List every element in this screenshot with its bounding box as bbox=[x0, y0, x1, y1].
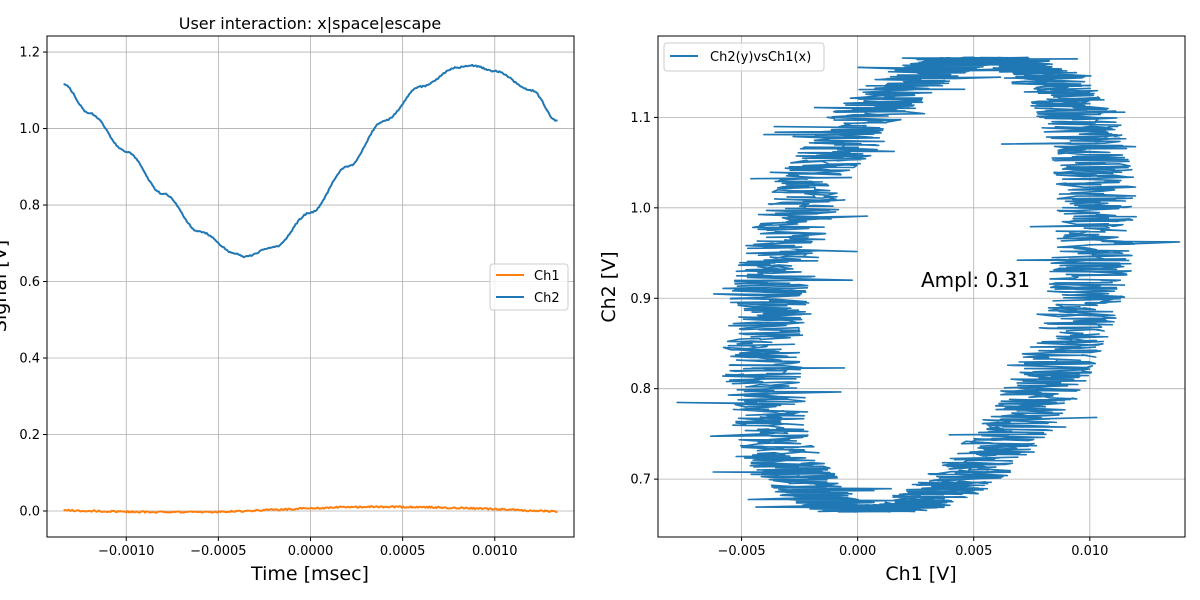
x-tick-label: 0.005 bbox=[955, 544, 992, 559]
x-tick-label: 0.000 bbox=[839, 544, 876, 559]
x-tick-label: −0.005 bbox=[718, 544, 766, 559]
legend-lissajous-label: Ch2(y)vsCh1(x) bbox=[710, 50, 811, 65]
y-tick-label: 0.8 bbox=[630, 382, 651, 397]
x-tick-label: 0.010 bbox=[1071, 544, 1108, 559]
x-tick-label: 0.0005 bbox=[380, 544, 426, 559]
x-tick-label: −0.0010 bbox=[98, 544, 154, 559]
x-tick-label: 0.0010 bbox=[472, 544, 518, 559]
left-y-axis-label: Signal [V] bbox=[0, 240, 11, 332]
amplitude-annotation: Ampl: 0.31 bbox=[921, 268, 1030, 292]
right-legend: Ch2(y)vsCh1(x) bbox=[664, 43, 824, 71]
y-tick-label: 1.2 bbox=[19, 46, 40, 61]
x-tick-label: 0.0000 bbox=[288, 544, 334, 559]
left-y-ticks: 0.0 0.2 0.4 0.6 0.8 1.0 1.2 bbox=[19, 46, 47, 520]
left-x-ticks: −0.0010 −0.0005 0.0000 0.0005 0.0010 bbox=[98, 537, 517, 559]
y-tick-label: 0.6 bbox=[19, 275, 40, 290]
left-chart-title: User interaction: x|space|escape bbox=[179, 14, 442, 33]
right-y-ticks: 0.7 0.8 0.9 1.0 1.1 bbox=[630, 111, 658, 488]
y-tick-label: 0.7 bbox=[630, 473, 651, 488]
y-tick-label: 0.2 bbox=[19, 428, 40, 443]
legend-ch1-label: Ch1 bbox=[534, 269, 560, 284]
left-legend: Ch1 Ch2 bbox=[490, 264, 568, 310]
right-plot: −0.005 0.000 0.005 0.010 0.7 0.8 0.9 1.0 1.1 Ch… bbox=[598, 36, 1185, 585]
legend-ch2-label: Ch2 bbox=[534, 291, 560, 306]
right-x-ticks: −0.005 0.000 0.005 0.010 bbox=[718, 537, 1109, 559]
y-tick-label: 0.0 bbox=[19, 504, 40, 519]
left-x-axis-label: Time [msec] bbox=[250, 563, 369, 585]
y-tick-label: 0.8 bbox=[19, 199, 40, 214]
right-x-axis-label: Ch1 [V] bbox=[885, 563, 956, 585]
y-tick-label: 1.1 bbox=[630, 111, 651, 126]
y-tick-label: 1.0 bbox=[19, 122, 40, 137]
left-plot: −0.0010 −0.0005 0.0000 0.0005 0.0010 0.00.20… bbox=[0, 14, 574, 585]
y-tick-label: 0.4 bbox=[19, 352, 40, 367]
y-tick-label: 1.0 bbox=[630, 201, 651, 216]
y-tick-label: 0.9 bbox=[630, 292, 651, 307]
x-tick-label: −0.0005 bbox=[190, 544, 246, 559]
right-y-axis-label: Ch2 [V] bbox=[598, 251, 620, 322]
